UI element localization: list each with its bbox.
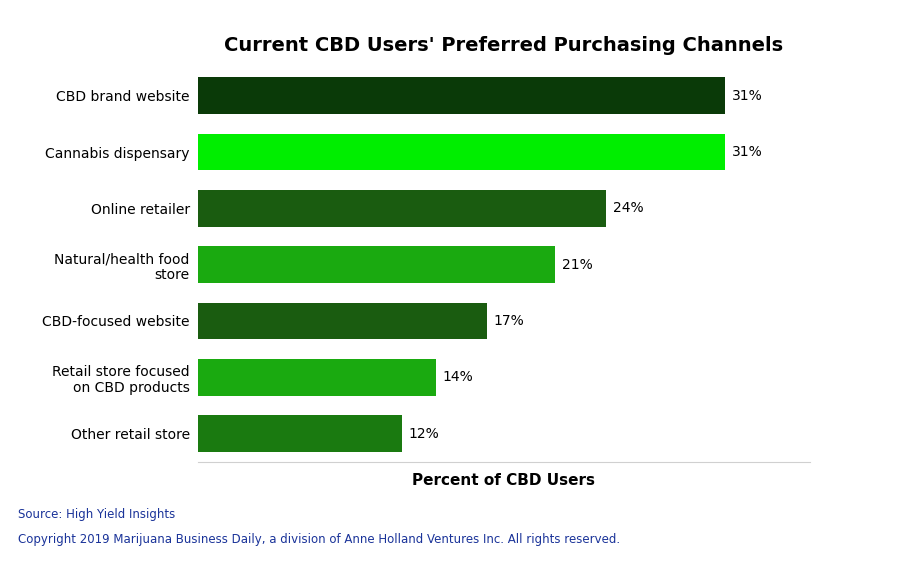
Bar — [198, 134, 725, 171]
Text: 21%: 21% — [562, 258, 592, 271]
Text: 12%: 12% — [409, 427, 439, 440]
Bar — [198, 415, 402, 452]
Bar — [198, 190, 606, 227]
Text: 17%: 17% — [494, 314, 525, 328]
Bar — [198, 359, 436, 395]
Text: Copyright 2019 Marijuana Business Daily, a division of Anne Holland Ventures Inc: Copyright 2019 Marijuana Business Daily,… — [18, 533, 620, 546]
X-axis label: Percent of CBD Users: Percent of CBD Users — [412, 473, 596, 488]
Bar — [198, 77, 725, 114]
Text: 24%: 24% — [613, 202, 644, 215]
Bar — [198, 303, 487, 339]
Text: 31%: 31% — [732, 89, 762, 102]
Title: Current CBD Users' Preferred Purchasing Channels: Current CBD Users' Preferred Purchasing … — [224, 36, 784, 55]
Bar — [198, 247, 555, 283]
Text: 14%: 14% — [443, 370, 473, 384]
Text: 31%: 31% — [732, 145, 762, 159]
Text: Source: High Yield Insights: Source: High Yield Insights — [18, 508, 176, 521]
